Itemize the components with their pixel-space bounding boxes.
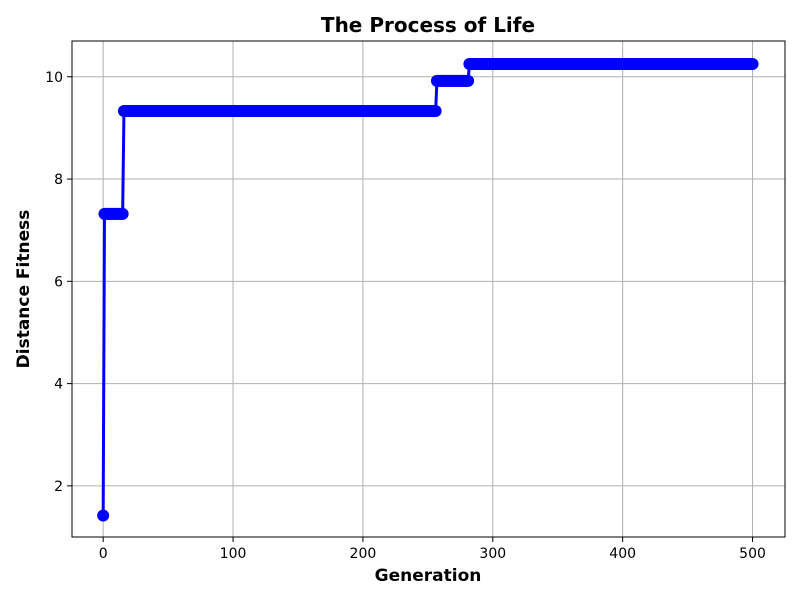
chart-title: The Process of Life [321,13,535,37]
x-axis-label: Generation [375,566,482,586]
data-point [97,509,110,522]
x-tick-label: 400 [609,546,636,562]
x-tick-label: 100 [220,546,247,562]
y-tick-label: 10 [45,70,63,86]
series-line [97,58,759,522]
x-tick-label: 0 [99,546,108,562]
data-point [746,58,759,71]
x-tick-label: 500 [739,546,766,562]
data-point [429,105,442,118]
data-point [462,74,475,87]
plot-frame [71,40,786,538]
y-tick-label: 8 [54,172,63,188]
y-tick-label: 2 [54,479,63,495]
y-tick-label: 4 [54,377,63,393]
grid [72,41,785,537]
data-point [116,207,129,220]
axis-ticks: 0 100 200 300 400 500 2 4 6 8 10 [45,70,766,562]
x-tick-label: 200 [350,546,377,562]
series-path [101,62,753,516]
y-tick-label: 6 [54,274,63,290]
x-tick-label: 300 [479,546,506,562]
y-axis-label: Distance Fitness [14,210,34,369]
